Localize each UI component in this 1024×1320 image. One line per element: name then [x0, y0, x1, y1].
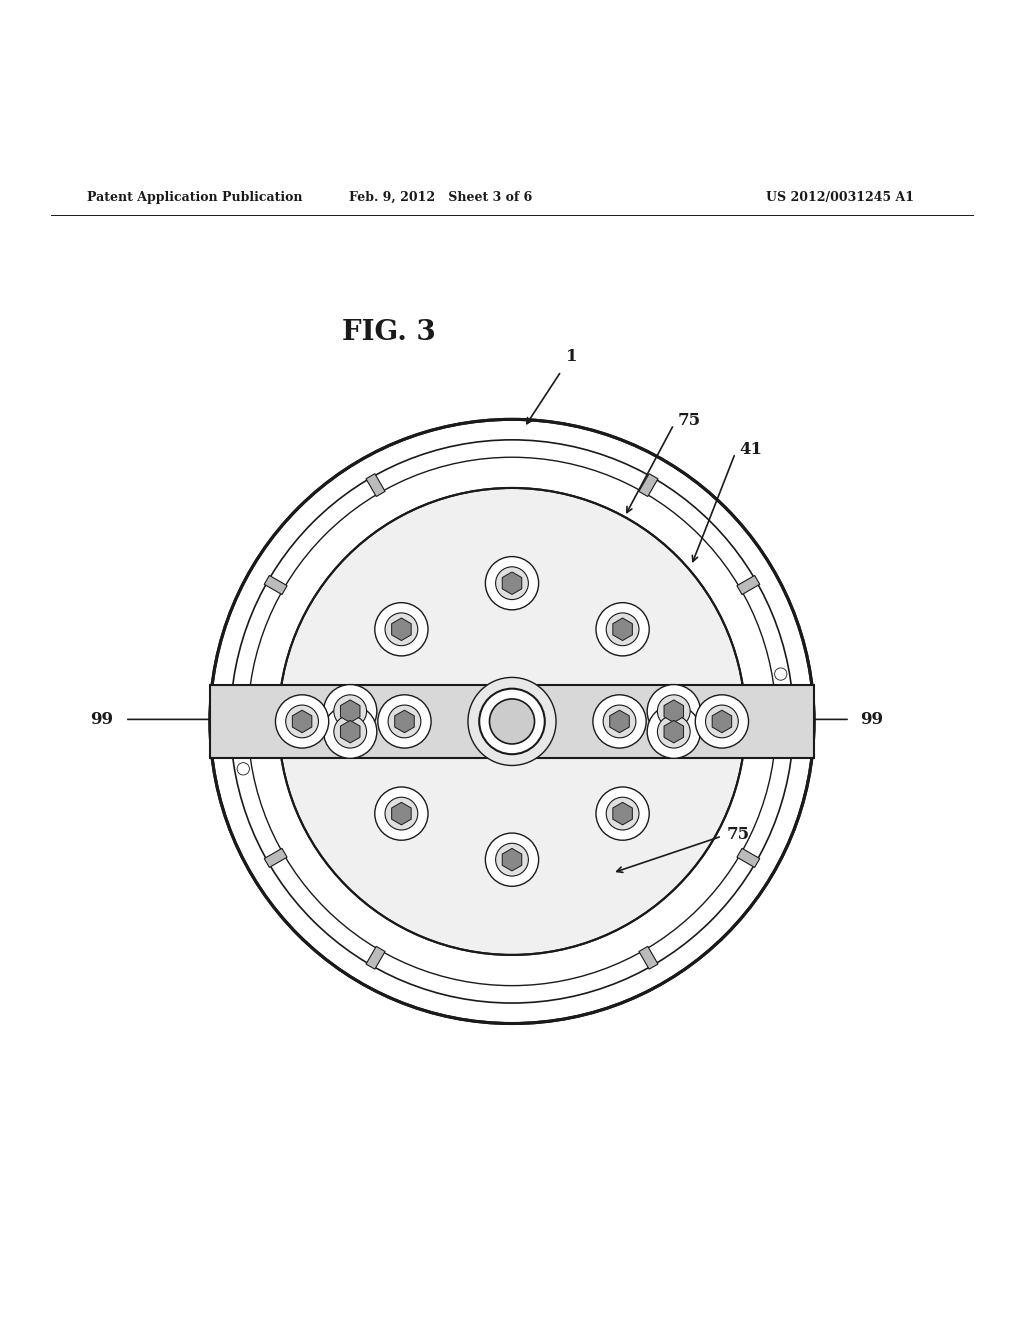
- Circle shape: [647, 705, 700, 758]
- Circle shape: [286, 705, 318, 738]
- Circle shape: [279, 488, 745, 954]
- Circle shape: [375, 787, 428, 841]
- Polygon shape: [609, 710, 630, 733]
- Text: 75: 75: [727, 825, 751, 842]
- Circle shape: [603, 705, 636, 738]
- Text: 41: 41: [739, 441, 762, 458]
- Circle shape: [324, 685, 377, 738]
- Circle shape: [385, 612, 418, 645]
- Polygon shape: [264, 576, 287, 594]
- Text: US 2012/0031245 A1: US 2012/0031245 A1: [766, 190, 913, 203]
- Circle shape: [596, 787, 649, 841]
- Text: 75: 75: [678, 412, 701, 429]
- Circle shape: [695, 694, 749, 748]
- Circle shape: [275, 694, 329, 748]
- Polygon shape: [612, 618, 633, 640]
- Polygon shape: [737, 849, 760, 867]
- Polygon shape: [391, 618, 412, 640]
- Polygon shape: [737, 576, 760, 594]
- Text: 99: 99: [90, 711, 113, 727]
- Polygon shape: [394, 710, 415, 733]
- Circle shape: [489, 698, 535, 744]
- Polygon shape: [366, 946, 385, 969]
- Polygon shape: [366, 474, 385, 496]
- Polygon shape: [612, 803, 633, 825]
- Circle shape: [485, 557, 539, 610]
- Circle shape: [385, 797, 418, 830]
- Circle shape: [774, 668, 786, 680]
- Text: FIG. 3: FIG. 3: [342, 319, 436, 346]
- Polygon shape: [340, 700, 360, 722]
- Circle shape: [606, 612, 639, 645]
- Text: Patent Application Publication: Patent Application Publication: [87, 190, 302, 203]
- Circle shape: [593, 694, 646, 748]
- Polygon shape: [639, 946, 658, 969]
- Circle shape: [238, 763, 250, 775]
- Circle shape: [777, 739, 790, 751]
- Circle shape: [706, 705, 738, 738]
- Circle shape: [657, 694, 690, 727]
- Polygon shape: [292, 710, 312, 733]
- Polygon shape: [502, 572, 522, 594]
- Circle shape: [388, 705, 421, 738]
- Circle shape: [334, 694, 367, 727]
- Polygon shape: [502, 849, 522, 871]
- Circle shape: [375, 603, 428, 656]
- Polygon shape: [264, 849, 287, 867]
- Circle shape: [496, 566, 528, 599]
- Circle shape: [647, 685, 700, 738]
- Bar: [210, 685, 814, 758]
- Polygon shape: [664, 721, 684, 743]
- Polygon shape: [664, 700, 684, 722]
- Circle shape: [324, 705, 377, 758]
- Circle shape: [596, 603, 649, 656]
- Circle shape: [210, 420, 814, 1023]
- Circle shape: [496, 843, 528, 876]
- Circle shape: [657, 715, 690, 748]
- Polygon shape: [639, 474, 658, 496]
- Circle shape: [485, 833, 539, 886]
- Polygon shape: [340, 721, 360, 743]
- Text: 1: 1: [566, 348, 578, 366]
- Polygon shape: [391, 803, 412, 825]
- Circle shape: [479, 689, 545, 754]
- Polygon shape: [712, 710, 732, 733]
- Circle shape: [606, 797, 639, 830]
- Text: 99: 99: [860, 711, 883, 727]
- Circle shape: [468, 677, 556, 766]
- Text: Feb. 9, 2012   Sheet 3 of 6: Feb. 9, 2012 Sheet 3 of 6: [349, 190, 531, 203]
- Circle shape: [334, 715, 367, 748]
- Circle shape: [378, 694, 431, 748]
